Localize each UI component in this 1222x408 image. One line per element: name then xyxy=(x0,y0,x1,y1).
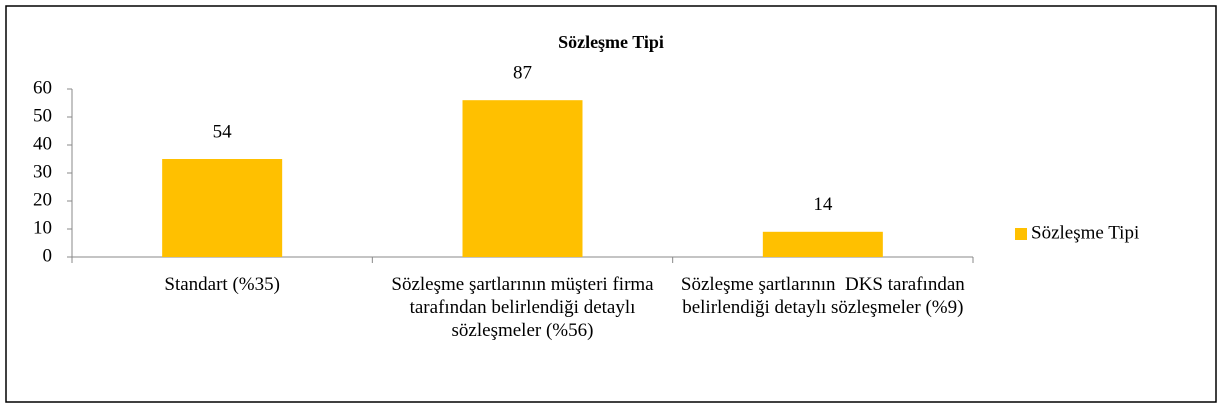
y-tick-label: 10 xyxy=(33,217,52,238)
data-label: 14 xyxy=(813,194,833,215)
bar xyxy=(162,159,283,257)
bar xyxy=(762,231,883,257)
y-tick-label: 20 xyxy=(33,189,52,210)
x-tick-label: Standart (%35) xyxy=(164,274,280,295)
chart-title: Sözleşme Tipi xyxy=(558,32,664,52)
y-tick-label: 30 xyxy=(33,161,52,182)
bar xyxy=(462,100,583,257)
frame xyxy=(5,5,1217,403)
y-tick-label: 50 xyxy=(33,105,52,126)
data-label: 87 xyxy=(513,63,532,84)
data-label: 54 xyxy=(213,121,233,142)
x-tick-label: Sözleşme şartlarının DKS tarafından beli… xyxy=(680,274,970,318)
y-tick-label: 40 xyxy=(33,133,52,154)
y-tick-label: 0 xyxy=(43,245,53,266)
legend-label: Sözleşme Tipi xyxy=(1031,222,1139,243)
y-tick-label: 60 xyxy=(33,77,52,98)
legend-swatch xyxy=(1015,228,1027,240)
x-tick-label: Sözleşme şartlarının müşteri firma taraf… xyxy=(391,274,659,341)
